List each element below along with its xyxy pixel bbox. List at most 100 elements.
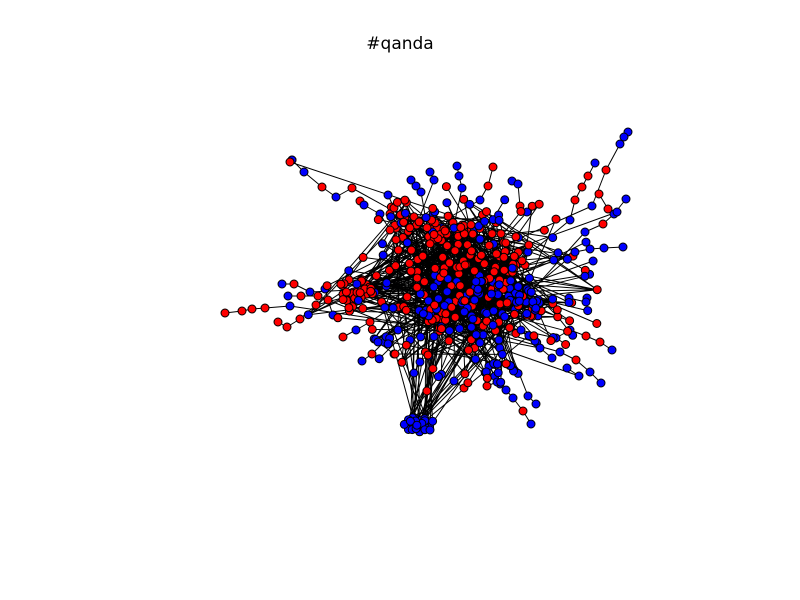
graph-node — [449, 376, 459, 386]
graph-node — [583, 171, 593, 181]
graph-node — [494, 280, 504, 290]
graph-node — [581, 331, 591, 341]
graph-node — [391, 235, 401, 245]
graph-node — [405, 416, 415, 426]
graph-node — [365, 317, 375, 327]
graph-node — [531, 303, 541, 313]
graph-node — [296, 291, 306, 301]
graph-node — [475, 338, 485, 348]
graph-node — [531, 399, 541, 409]
graph-node — [303, 310, 313, 320]
graph-node — [378, 239, 387, 249]
graph-node — [488, 320, 498, 330]
graph-node — [338, 332, 348, 342]
graph-node — [561, 340, 571, 349]
graph-node — [358, 252, 368, 262]
graph-node — [439, 268, 449, 278]
graph-node — [351, 325, 361, 335]
graph-node — [415, 357, 425, 367]
graph-node — [482, 316, 492, 326]
graph-node — [277, 279, 287, 289]
graph-node — [513, 179, 523, 189]
graph-node — [526, 287, 536, 297]
graph-node — [488, 162, 498, 172]
graph-node — [583, 306, 593, 316]
graph-node — [487, 229, 497, 239]
graph-node — [412, 273, 422, 283]
graph-node — [548, 294, 558, 304]
graph-node — [570, 195, 580, 205]
graph-node — [352, 279, 362, 289]
graph-node — [371, 271, 381, 281]
graph-node — [392, 197, 402, 207]
graph-node — [333, 313, 343, 323]
graph-node — [471, 277, 481, 287]
graph-node — [494, 215, 504, 225]
graph-node — [571, 355, 581, 365]
graph-node — [441, 182, 451, 192]
graph-node — [482, 373, 492, 383]
graph-node — [588, 256, 598, 266]
graph-node — [442, 241, 452, 251]
graph-node — [353, 296, 363, 305]
graph-node — [418, 309, 428, 319]
graph-node — [526, 419, 536, 429]
graph-node — [429, 282, 439, 292]
graph-node — [524, 240, 534, 250]
graph-node — [456, 222, 466, 232]
graph-node — [596, 378, 606, 388]
graph-node — [416, 187, 426, 197]
graph-node — [455, 324, 465, 334]
graph-node — [323, 295, 333, 305]
graph-node — [313, 291, 323, 301]
graph-node — [425, 425, 435, 435]
graph-node — [341, 287, 351, 297]
graph-node — [416, 332, 426, 342]
graph-node — [402, 238, 412, 248]
graph-node — [534, 199, 544, 209]
graph-node — [482, 381, 492, 391]
graph-node — [311, 300, 321, 310]
graph-node — [383, 190, 393, 200]
graph-node — [406, 245, 416, 255]
graph-node — [285, 157, 295, 167]
graph-node — [581, 237, 591, 247]
graph-node — [502, 298, 512, 308]
graph-node — [425, 167, 435, 177]
graph-node — [438, 252, 448, 262]
graph-node — [445, 258, 455, 268]
graph-node — [590, 158, 600, 168]
graph-node — [496, 229, 506, 239]
graph-node — [553, 248, 563, 258]
graph-node — [518, 406, 528, 416]
graph-node — [598, 219, 608, 229]
graph-node — [428, 416, 438, 426]
graph-node — [612, 207, 622, 217]
graph-node — [295, 314, 305, 324]
graph-node — [513, 282, 523, 292]
graph-node — [539, 225, 549, 235]
graph-node — [401, 305, 411, 315]
graph-node — [430, 263, 440, 273]
graph-node — [493, 368, 503, 378]
graph-node — [468, 229, 478, 239]
graph-node — [552, 305, 562, 315]
graph-node — [429, 230, 439, 239]
graph-node — [433, 372, 443, 382]
graph-node — [492, 359, 502, 369]
graph-node — [475, 195, 485, 205]
graph-node — [440, 226, 450, 236]
graph-node — [422, 223, 432, 233]
graph-node — [595, 337, 605, 347]
graph-node — [421, 213, 431, 222]
graph-node — [581, 297, 591, 307]
figure-title: #qanda — [366, 34, 434, 54]
graph-node — [510, 309, 519, 319]
graph-node — [497, 349, 507, 359]
graph-node — [562, 254, 572, 264]
graph-node — [547, 353, 557, 363]
graph-node — [247, 304, 257, 314]
graph-node — [402, 292, 412, 302]
graph-node — [619, 132, 629, 142]
graph-node — [282, 322, 292, 332]
